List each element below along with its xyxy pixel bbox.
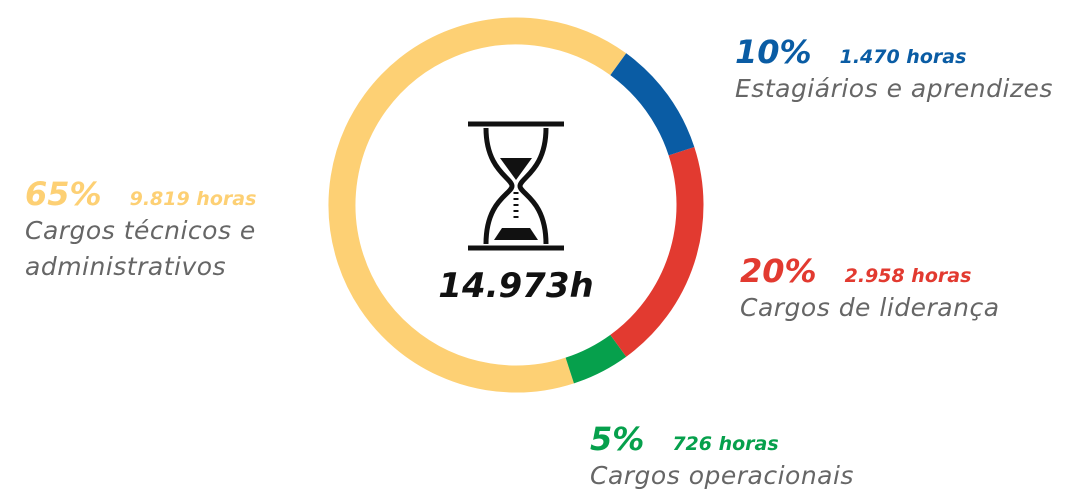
- hours-label: 2.958 horas: [844, 265, 972, 287]
- category-label: Cargos técnicos e administrativos: [25, 216, 256, 281]
- label-head: 65% 9.819 horas: [25, 175, 305, 213]
- category-label: Cargos de liderança: [740, 293, 1000, 322]
- donut-segment: [328, 17, 627, 393]
- donut-segment: [610, 53, 695, 156]
- center-label: 14.973h: [438, 266, 593, 306]
- percent-label: 5%: [590, 420, 645, 458]
- hours-label: 1.470 horas: [839, 46, 967, 68]
- hours-label: 9.819 horas: [129, 188, 257, 210]
- donut-segment: [565, 334, 627, 384]
- hourglass-icon: [468, 121, 564, 251]
- category-label: Cargos operacionais: [590, 461, 854, 490]
- donut-segment: [610, 147, 704, 357]
- label-head: 20% 2.958 horas: [740, 252, 1000, 290]
- segment-label: 65% 9.819 horas Cargos técnicos e administ…: [25, 175, 305, 285]
- hours-label: 726 horas: [672, 433, 779, 455]
- percent-label: 20%: [740, 252, 817, 290]
- category-label: Estagiários e aprendizes: [735, 74, 1053, 103]
- percent-label: 65%: [25, 175, 102, 213]
- percent-label: 10%: [735, 33, 812, 71]
- label-head: 10% 1.470 horas: [735, 33, 1053, 71]
- segment-label: 20% 2.958 horas Cargos de liderança: [740, 252, 1000, 326]
- segment-label: 5% 726 horas Cargos operacionais: [590, 420, 854, 494]
- segment-label: 10% 1.470 horas Estagiários e aprendizes: [735, 33, 1053, 107]
- label-head: 5% 726 horas: [590, 420, 854, 458]
